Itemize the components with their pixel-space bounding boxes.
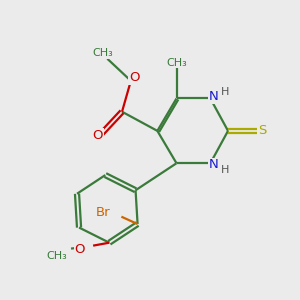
Text: Br: Br <box>95 206 110 219</box>
Text: S: S <box>258 124 266 137</box>
Text: CH₃: CH₃ <box>92 48 113 59</box>
Text: O: O <box>75 243 85 256</box>
Text: CH₃: CH₃ <box>46 251 67 261</box>
Text: N: N <box>209 158 219 171</box>
Text: N: N <box>209 91 219 103</box>
Text: O: O <box>93 129 103 142</box>
Text: CH₃: CH₃ <box>166 58 187 68</box>
Text: H: H <box>221 87 229 97</box>
Text: H: H <box>221 165 229 175</box>
Text: O: O <box>129 71 140 84</box>
